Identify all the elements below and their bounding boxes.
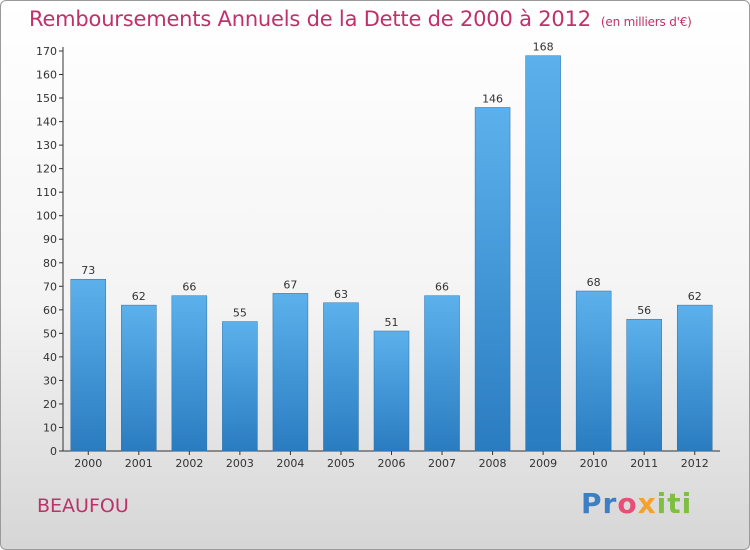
bar bbox=[474, 107, 511, 452]
y-tick-label: 150 bbox=[36, 92, 57, 105]
bar-value-label: 62 bbox=[688, 290, 702, 303]
bar-value-label: 56 bbox=[637, 304, 651, 317]
bar-value-label: 66 bbox=[182, 281, 196, 294]
y-tick-label: 100 bbox=[36, 210, 57, 223]
logo-part-2: o bbox=[617, 487, 638, 520]
y-tick-label: 160 bbox=[36, 69, 57, 82]
bar bbox=[121, 304, 157, 452]
bar bbox=[222, 321, 258, 452]
bar bbox=[272, 293, 309, 452]
chart-title-text: Remboursements Annuels de la Dette de 20… bbox=[29, 7, 591, 31]
x-tick-label: 2003 bbox=[226, 457, 254, 470]
chart-unit: (en milliers d'€) bbox=[600, 15, 692, 29]
y-tick-label: 80 bbox=[43, 257, 57, 270]
x-tick-label: 2005 bbox=[327, 457, 355, 470]
bar bbox=[323, 302, 359, 452]
bar-value-label: 67 bbox=[283, 278, 297, 291]
x-tick-label: 2012 bbox=[681, 457, 709, 470]
bar bbox=[424, 295, 460, 452]
bar-value-label: 73 bbox=[81, 264, 95, 277]
y-tick-label: 140 bbox=[36, 116, 57, 129]
y-tick-label: 60 bbox=[43, 304, 57, 317]
x-tick-label: 2002 bbox=[175, 457, 203, 470]
bar-value-label: 55 bbox=[233, 307, 247, 320]
city-name: BEAUFOU bbox=[37, 495, 129, 517]
y-tick-label: 40 bbox=[43, 351, 57, 364]
x-tick-label: 2007 bbox=[428, 457, 456, 470]
y-tick-label: 110 bbox=[36, 186, 57, 199]
y-tick-label: 20 bbox=[43, 398, 57, 411]
y-tick-label: 70 bbox=[43, 280, 57, 293]
logo-part-4: iti bbox=[656, 487, 693, 520]
y-tick-label: 30 bbox=[43, 374, 57, 387]
x-tick-label: 2011 bbox=[630, 457, 658, 470]
logo-part-1: Pr bbox=[581, 487, 618, 520]
bar-value-label: 68 bbox=[587, 276, 601, 289]
logo-part-3: x bbox=[637, 487, 657, 520]
x-tick-label: 2006 bbox=[378, 457, 406, 470]
bar-value-label: 146 bbox=[482, 92, 503, 105]
bar bbox=[171, 295, 208, 452]
bar bbox=[575, 290, 612, 452]
bar bbox=[70, 278, 107, 452]
y-tick-label: 0 bbox=[50, 445, 57, 458]
bar-value-label: 62 bbox=[132, 290, 146, 303]
y-tick-label: 130 bbox=[36, 139, 57, 152]
bar-value-label: 168 bbox=[533, 41, 554, 54]
bar bbox=[676, 304, 713, 452]
bar bbox=[373, 330, 410, 452]
y-tick-label: 10 bbox=[43, 421, 57, 434]
proxiti-logo: Proxiti bbox=[581, 487, 692, 520]
bar bbox=[626, 318, 662, 452]
x-tick-label: 2008 bbox=[479, 457, 507, 470]
chart-title: Remboursements Annuels de la Dette de 20… bbox=[29, 7, 692, 31]
y-tick-label: 120 bbox=[36, 163, 57, 176]
y-tick-label: 170 bbox=[36, 45, 57, 58]
x-tick-label: 2001 bbox=[125, 457, 153, 470]
bar bbox=[525, 55, 561, 452]
y-tick-label: 50 bbox=[43, 327, 57, 340]
bar-value-label: 66 bbox=[435, 281, 449, 294]
x-tick-label: 2004 bbox=[276, 457, 304, 470]
x-tick-label: 2010 bbox=[580, 457, 608, 470]
x-tick-label: 2000 bbox=[74, 457, 102, 470]
bar-value-label: 63 bbox=[334, 288, 348, 301]
bar-value-label: 51 bbox=[385, 316, 399, 329]
y-tick-label: 90 bbox=[43, 233, 57, 246]
x-tick-label: 2009 bbox=[529, 457, 557, 470]
